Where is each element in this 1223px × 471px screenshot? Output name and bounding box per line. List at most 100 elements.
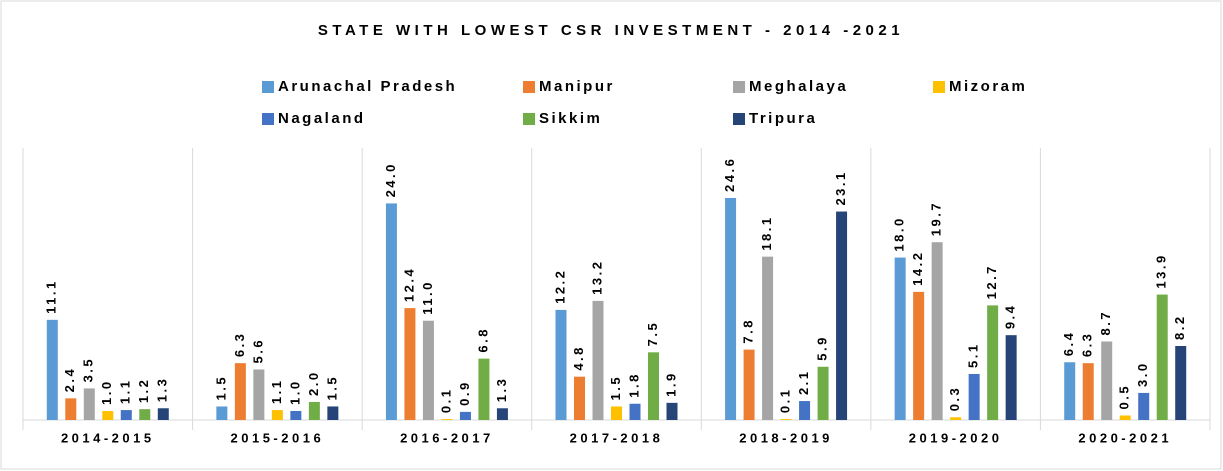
bar [913,291,925,420]
data-label: 1.5 [324,375,339,401]
data-label: 0.1 [778,388,793,414]
bar [216,406,228,420]
data-label: 0.1 [438,388,453,414]
bar [817,366,829,420]
bar [46,319,58,420]
data-label: 8.2 [1172,314,1187,340]
data-label: 7.8 [741,318,756,344]
data-label: 1.8 [626,372,641,398]
bar [762,256,774,420]
data-label: 1.5 [608,375,623,401]
data-label: 24.6 [722,157,737,192]
data-label: 4.8 [571,345,586,371]
bar [1119,415,1131,420]
data-label: 11.1 [44,279,59,314]
bar [950,417,962,420]
bar [1005,335,1017,420]
bar [253,369,265,420]
bar [1064,362,1076,420]
data-label: 9.4 [1003,304,1018,330]
bar [422,320,434,420]
data-label: 1.1 [118,378,133,404]
bar [139,409,151,420]
data-label: 18.1 [759,215,774,250]
x-tick-label: 2017-2018 [570,430,664,445]
bar [836,211,848,420]
bar [157,408,169,420]
bar [799,401,811,420]
legend-label: Meghalaya [749,78,848,95]
data-label: 23.1 [833,170,848,205]
data-label: 1.5 [213,375,228,401]
data-label: 24.0 [383,162,398,197]
legend-swatch [733,113,745,125]
bar [629,403,641,420]
legend-swatch [262,113,274,125]
data-label: 2.4 [62,367,77,393]
x-tick-label: 2015-2016 [231,430,325,445]
bar [968,373,980,420]
x-tick-label: 2020-2021 [1078,430,1172,445]
data-label: 6.3 [232,332,247,358]
x-tick-label: 2018-2019 [739,430,833,445]
data-label: 19.7 [929,201,944,236]
bar [555,309,567,420]
legend-swatch [733,81,745,93]
legend-label: Mizoram [949,78,1027,95]
data-label: 1.2 [136,378,151,404]
data-label: 3.0 [1135,361,1150,387]
bar [1156,294,1168,420]
bar [234,363,246,420]
x-tick-label: 2014-2015 [61,430,155,445]
x-tick-label: 2016-2017 [400,430,494,445]
bar [648,352,659,420]
data-label: 6.4 [1061,331,1076,357]
data-label: 7.5 [645,321,660,347]
data-label: 8.7 [1098,310,1113,336]
legend-label: Tripura [749,110,817,127]
bar [404,308,416,420]
bar [780,419,792,420]
bar [1101,341,1113,420]
bar [441,419,453,420]
bar [271,410,283,420]
bar [290,410,302,420]
bar [308,401,320,420]
data-label: 6.8 [475,327,490,353]
data-label: 0.5 [1117,384,1132,410]
data-label: 5.9 [815,335,830,361]
bar [666,402,678,420]
data-label: 13.9 [1154,253,1169,288]
bar [327,406,339,420]
data-label: 1.9 [663,371,678,397]
data-label: 0.3 [947,386,962,412]
bar [1138,392,1150,420]
legend-swatch [523,81,535,93]
data-label: 12.2 [552,269,567,304]
bar [1082,363,1094,420]
data-label: 13.2 [589,260,604,295]
bar [1175,346,1187,420]
legend-label: Arunachal Pradesh [278,78,457,95]
data-label: 12.7 [984,264,999,299]
bar [987,305,999,420]
bar [120,410,132,420]
bar [496,408,508,420]
bar [574,376,585,420]
data-label: 1.0 [287,379,302,405]
bar [931,242,943,420]
bar [592,300,604,420]
data-label: 1.3 [494,377,509,403]
legend-label: Sikkim [539,110,602,127]
bar [385,203,397,420]
data-label: 18.0 [892,216,907,251]
bar [478,358,490,420]
data-label: 5.6 [250,338,265,364]
data-label: 0.9 [457,380,472,406]
x-tick-label: 2019-2020 [909,430,1003,445]
data-label: 3.5 [81,357,96,383]
bar [743,349,755,420]
bar [725,198,737,420]
